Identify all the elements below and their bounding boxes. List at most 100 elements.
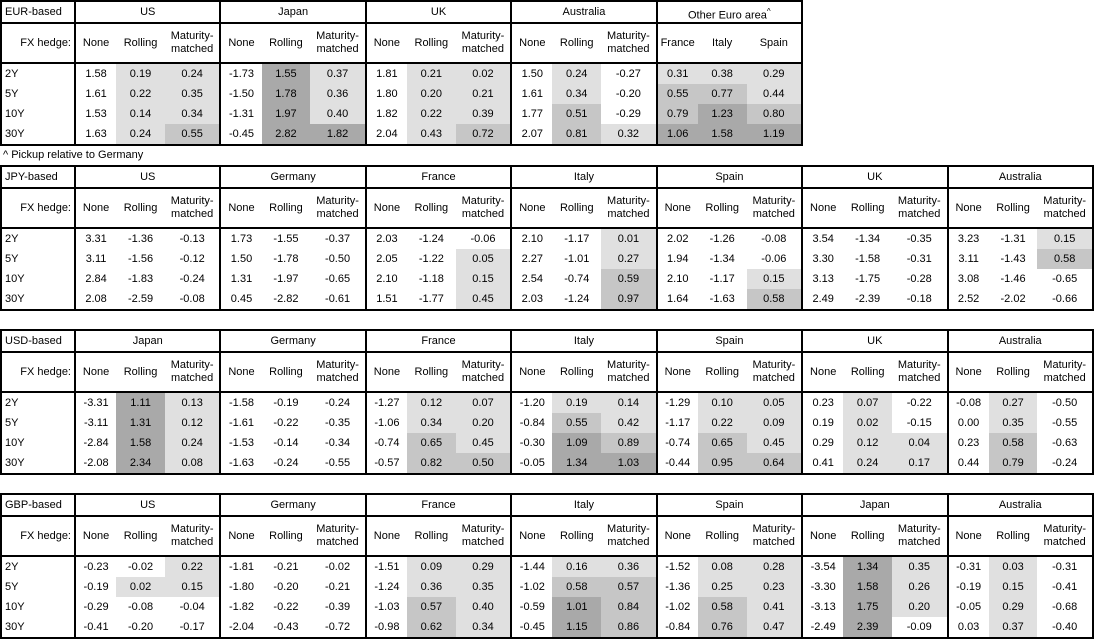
value-cell: -2.04 xyxy=(228,621,255,633)
value-cell: -0.44 xyxy=(665,457,691,469)
data-row: -0.31 0.03 -0.31 xyxy=(949,557,1092,577)
column-headers-row: None Rolling Maturity-matched xyxy=(803,353,947,393)
hedge-col-header: Rolling xyxy=(269,201,303,214)
value-cell: 2.49 xyxy=(812,293,834,305)
column-headers-row: None Rolling Maturity-matched xyxy=(512,517,656,557)
data-row: 1.31 -1.97 -0.65 xyxy=(221,269,364,289)
value-cell: 0.55 xyxy=(657,84,698,104)
hedge-col-header: None xyxy=(519,365,546,378)
value-cell: -0.19 xyxy=(956,581,982,593)
country-group-spain: Spain None Rolling Maturity-matched -1.52 0.0… xyxy=(657,495,804,637)
value-cell: -1.22 xyxy=(418,253,444,265)
value-cell: 1.23 xyxy=(697,104,747,124)
data-row: 2.03 -1.24 0.97 xyxy=(512,289,656,309)
hedge-col-header: Rolling xyxy=(414,365,449,378)
value-cell: -1.51 xyxy=(374,561,400,573)
data-row: 1.50 0.24 -0.27 xyxy=(512,64,655,84)
value-cell: 0.29 xyxy=(812,437,834,449)
country-header: Spain xyxy=(657,167,802,189)
data-row: -1.52 0.08 0.28 xyxy=(658,557,802,577)
data-row: -1.29 0.10 0.05 xyxy=(658,393,802,413)
hedge-col-header: Maturity-matched xyxy=(461,359,505,384)
value-cell: -1.58 xyxy=(855,253,881,265)
value-cell: 0.23 xyxy=(746,577,802,597)
value-cell: -0.34 xyxy=(325,437,351,449)
tenor-label: 5Y xyxy=(5,581,19,593)
value-cell: -0.35 xyxy=(325,417,351,429)
country-header: Spain xyxy=(657,495,802,517)
tenor-label: 2Y xyxy=(5,561,19,573)
value-cell: -0.31 xyxy=(906,253,932,265)
value-cell: 0.50 xyxy=(455,453,511,473)
value-cell: 1.06 xyxy=(657,124,698,144)
value-cell: 2.02 xyxy=(667,233,689,245)
value-cell: -1.03 xyxy=(374,601,400,613)
value-cell: 0.34 xyxy=(164,104,220,124)
value-cell: 1.77 xyxy=(521,108,543,120)
value-cell: 2.03 xyxy=(521,293,544,305)
value-cell: 0.34 xyxy=(552,84,602,104)
value-cell: -0.21 xyxy=(273,561,299,573)
value-cell: 0.58 xyxy=(552,577,602,597)
value-cell: 0.45 xyxy=(455,289,511,309)
value-cell: -1.50 xyxy=(228,88,255,100)
value-cell: 1.75 xyxy=(843,597,893,617)
value-cell: -0.02 xyxy=(325,561,351,573)
value-cell: 0.15 xyxy=(455,269,511,289)
value-cell: -0.20 xyxy=(273,581,299,593)
country-group-uk: UK None Rolling Maturity-matched 1.81 0.21 0.0… xyxy=(366,2,513,144)
data-row: 0.03 0.37 -0.40 xyxy=(949,617,1092,637)
column-headers-row: None Rolling Maturity-matched xyxy=(803,517,947,557)
value-cell: 0.77 xyxy=(697,84,747,104)
data-row: 3.23 -1.31 0.15 xyxy=(949,229,1092,249)
value-cell: 1.50 xyxy=(230,253,253,265)
value-cell: 0.34 xyxy=(407,413,456,433)
tenor-label: 10Y xyxy=(5,273,25,285)
value-cell: 0.14 xyxy=(601,393,656,413)
value-cell: -1.29 xyxy=(665,397,691,409)
country-group-france: France None Rolling Maturity-matched -1.27 0.… xyxy=(366,331,513,473)
value-cell: 0.65 xyxy=(407,433,456,453)
value-cell: -0.65 xyxy=(325,273,351,285)
value-cell: 0.29 xyxy=(455,557,511,577)
data-row: 1.80 0.20 0.21 xyxy=(367,84,511,104)
hedge-col-header: Rolling xyxy=(269,365,303,378)
value-cell: 0.47 xyxy=(746,617,802,637)
hedge-col-header: None xyxy=(955,201,982,214)
value-cell: -0.31 xyxy=(1052,561,1078,573)
value-cell: -0.29 xyxy=(83,601,109,613)
hedge-col-header: None xyxy=(228,36,255,49)
value-cell: -1.63 xyxy=(228,457,255,469)
footnote-marker: ^ xyxy=(766,7,771,16)
value-cell: 0.36 xyxy=(407,577,456,597)
value-cell: 0.23 xyxy=(957,437,980,449)
value-cell: 0.36 xyxy=(601,557,656,577)
hedge-col-header: None xyxy=(373,365,401,378)
value-cell: -0.05 xyxy=(519,457,545,469)
data-row: -0.05 1.34 1.03 xyxy=(512,453,656,473)
value-cell: 0.05 xyxy=(746,393,802,413)
value-cell: 1.61 xyxy=(521,88,543,100)
value-cell: 0.37 xyxy=(310,64,365,84)
data-row: 0.31 0.38 0.29 xyxy=(657,64,801,84)
label-column: EUR-based FX hedge: 2Y 5Y 10Y 30Y xyxy=(2,2,76,144)
hedge-col-header: Rolling xyxy=(559,201,594,214)
value-cell: 0.12 xyxy=(164,413,220,433)
label-column: USD-based FX hedge: 2Y 5Y 10Y 30Y xyxy=(2,331,76,473)
value-cell: 0.72 xyxy=(455,124,511,144)
value-cell: 3.31 xyxy=(85,233,107,245)
tenor-label: 10Y xyxy=(5,437,25,449)
data-row: -1.73 1.55 0.37 xyxy=(221,64,365,84)
value-cell: 0.89 xyxy=(601,433,656,453)
column-headers-row: None Rolling Maturity-matched xyxy=(512,24,656,64)
data-row: -1.02 0.58 0.41 xyxy=(658,597,802,617)
value-cell: 0.84 xyxy=(601,597,656,617)
value-cell: 1.50 xyxy=(521,68,543,80)
data-row: -0.30 1.09 0.89 xyxy=(512,433,656,453)
country-header: Germany xyxy=(221,495,365,517)
value-cell: -0.84 xyxy=(665,621,691,633)
value-cell: 0.29 xyxy=(988,597,1038,617)
value-cell: -0.28 xyxy=(906,273,932,285)
value-cell: 0.51 xyxy=(552,104,602,124)
